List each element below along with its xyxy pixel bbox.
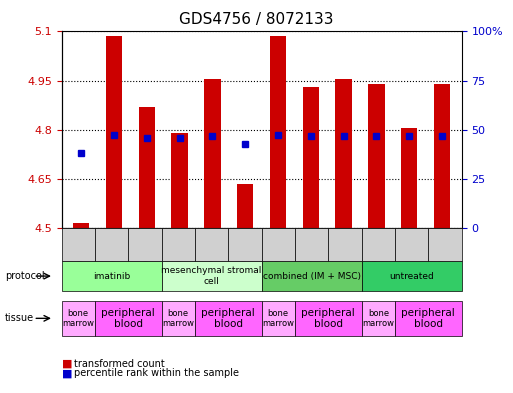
Text: peripheral
blood: peripheral blood (102, 308, 155, 329)
Bar (237, 184, 253, 228)
Text: peripheral
blood: peripheral blood (202, 308, 255, 329)
Text: GDS4756 / 8072133: GDS4756 / 8072133 (179, 12, 334, 27)
Text: imatinib: imatinib (93, 272, 130, 281)
Bar (303, 87, 319, 228)
Text: ■: ■ (62, 358, 72, 369)
Bar (73, 223, 89, 228)
Text: percentile rank within the sample: percentile rank within the sample (74, 368, 240, 378)
Bar (204, 79, 221, 228)
Text: bone
marrow: bone marrow (162, 309, 194, 328)
Bar (401, 128, 418, 228)
Text: ■: ■ (62, 368, 72, 378)
Text: protocol: protocol (5, 271, 45, 281)
Text: bone
marrow: bone marrow (362, 309, 394, 328)
Text: bone
marrow: bone marrow (262, 309, 294, 328)
Text: peripheral
blood: peripheral blood (402, 308, 455, 329)
Text: mesenchymal stromal
cell: mesenchymal stromal cell (162, 266, 262, 286)
Text: tissue: tissue (5, 313, 34, 323)
Text: combined (IM + MSC): combined (IM + MSC) (263, 272, 361, 281)
Bar (434, 84, 450, 228)
Bar (270, 36, 286, 228)
Bar (106, 36, 122, 228)
Text: bone
marrow: bone marrow (62, 309, 94, 328)
Text: peripheral
blood: peripheral blood (302, 308, 355, 329)
Bar (171, 133, 188, 228)
Text: untreated: untreated (389, 272, 434, 281)
Text: transformed count: transformed count (74, 358, 165, 369)
Bar (336, 79, 352, 228)
Bar (368, 84, 385, 228)
Bar (139, 107, 155, 228)
